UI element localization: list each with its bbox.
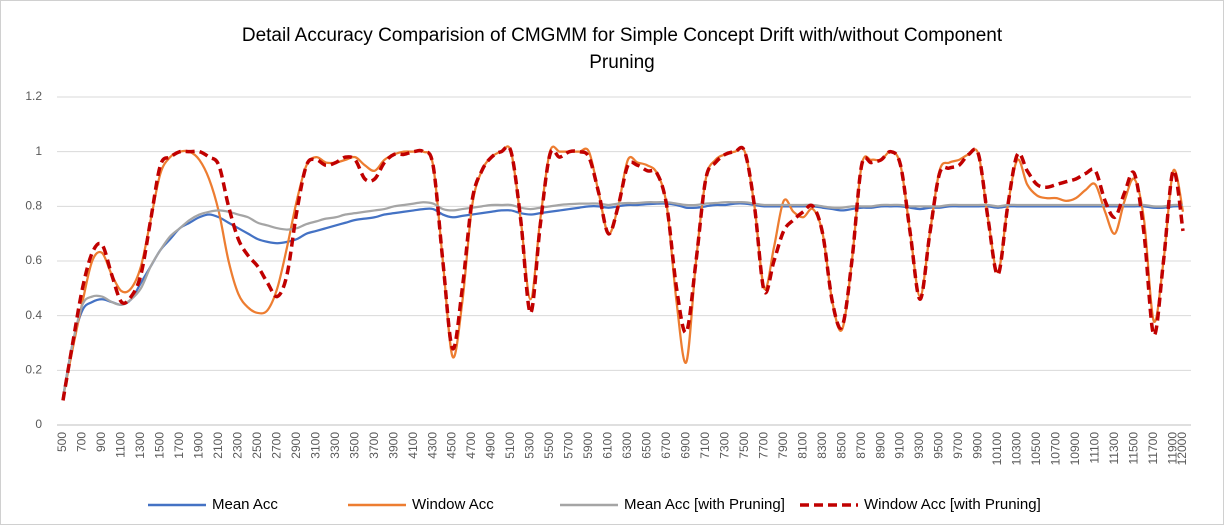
x-tick-label: 4900	[484, 432, 498, 459]
x-tick-label: 6700	[659, 432, 673, 459]
x-tick-label: 2300	[230, 432, 244, 459]
x-tick-label: 11500	[1126, 432, 1140, 465]
x-tick-label: 11300	[1107, 432, 1121, 465]
y-tick-label: 1	[35, 144, 42, 158]
series-line	[61, 202, 1184, 398]
x-tick-label: 10100	[990, 432, 1004, 466]
x-tick-label: 1300	[133, 432, 147, 459]
x-tick-label: 3500	[347, 432, 361, 459]
y-tick-label: 0.2	[25, 363, 42, 377]
x-tick-label: 500	[55, 432, 69, 452]
x-tick-label: 1100	[114, 432, 128, 458]
x-tick-label: 4300	[425, 432, 439, 459]
x-tick-label: 5700	[562, 432, 576, 459]
x-tick-label: 2500	[250, 432, 264, 459]
x-tick-label: 11900	[1165, 432, 1179, 465]
x-tick-label: 3700	[367, 432, 381, 459]
x-tick-label: 900	[94, 432, 108, 452]
x-tick-label: 3100	[308, 432, 322, 459]
x-tick-label: 7100	[698, 432, 712, 459]
legend-label: Window Acc [with Pruning]	[864, 496, 1041, 513]
y-tick-label: 0.4	[25, 308, 42, 322]
x-tick-label: 2900	[289, 432, 303, 459]
x-tick-label: 5500	[542, 432, 556, 459]
x-tick-label: 5100	[503, 432, 517, 459]
x-tick-label: 8500	[834, 432, 848, 459]
x-tick-label: 11700	[1146, 432, 1160, 465]
legend-label: Mean Acc	[212, 496, 278, 513]
x-tick-label: 700	[75, 432, 89, 452]
series-line	[61, 201, 1184, 398]
x-tick-label: 7300	[717, 432, 731, 459]
x-tick-label: 5900	[581, 432, 595, 459]
x-tick-label: 1900	[192, 432, 206, 459]
x-tick-label: 7900	[776, 432, 790, 459]
series-line	[61, 145, 1185, 398]
x-tick-label: 9700	[951, 432, 965, 459]
x-tick-label: 11100	[1088, 432, 1102, 464]
x-tick-label: 9300	[912, 432, 926, 459]
y-tick-label: 1.2	[25, 89, 42, 103]
x-tick-label: 7500	[737, 432, 751, 459]
x-tick-label: 3900	[386, 432, 400, 459]
x-tick-label: 6100	[601, 432, 615, 459]
x-tick-label: 8700	[854, 432, 868, 459]
x-tick-label: 12000	[1175, 432, 1189, 466]
x-tick-label: 1700	[172, 432, 186, 459]
x-tick-label: 9900	[971, 432, 985, 459]
x-tick-label: 6900	[678, 432, 692, 459]
y-tick-label: 0.6	[25, 253, 42, 267]
x-tick-label: 4500	[445, 432, 459, 459]
x-tick-label: 9500	[932, 432, 946, 459]
chart-title: Detail Accuracy Comparision of CMGMM for…	[242, 25, 1003, 46]
x-tick-label: 6500	[640, 432, 654, 459]
x-tick-label: 4100	[406, 432, 420, 459]
x-tick-label: 10500	[1029, 432, 1043, 466]
x-tick-label: 7700	[756, 432, 770, 459]
y-tick-label: 0	[35, 417, 42, 431]
x-tick-label: 10300	[1010, 432, 1024, 466]
x-tick-label: 3300	[328, 432, 342, 459]
x-tick-label: 4700	[464, 432, 478, 459]
series-line	[61, 144, 1185, 401]
x-tick-label: 8900	[873, 432, 887, 459]
x-tick-label: 2100	[211, 432, 225, 459]
x-tick-label: 8100	[795, 432, 809, 459]
x-tick-label: 8300	[815, 432, 829, 459]
y-tick-label: 0.8	[25, 199, 42, 213]
x-tick-label: 10700	[1049, 432, 1063, 466]
x-tick-label: 9100	[893, 432, 907, 459]
legend-label: Window Acc	[412, 496, 494, 513]
x-tick-label: 5300	[523, 432, 537, 459]
x-tick-label: 1500	[153, 432, 167, 459]
x-tick-label: 10900	[1068, 432, 1082, 466]
chart-subtitle: Pruning	[589, 52, 655, 73]
x-tick-label: 6300	[620, 432, 634, 459]
legend-label: Mean Acc [with Pruning]	[624, 496, 785, 513]
x-tick-label: 2700	[269, 432, 283, 459]
